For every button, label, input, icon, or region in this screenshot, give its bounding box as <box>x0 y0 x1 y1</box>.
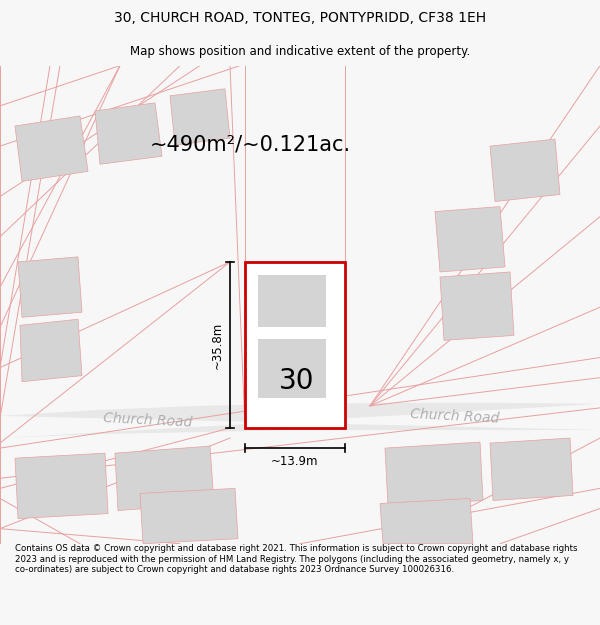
Text: 30, CHURCH ROAD, TONTEG, PONTYPRIDD, CF38 1EH: 30, CHURCH ROAD, TONTEG, PONTYPRIDD, CF3… <box>114 11 486 26</box>
Text: 30: 30 <box>279 368 315 396</box>
Bar <box>258 275 326 328</box>
Polygon shape <box>20 319 82 382</box>
Polygon shape <box>95 103 162 164</box>
Text: ~35.8m: ~35.8m <box>211 321 223 369</box>
Polygon shape <box>18 257 82 318</box>
Polygon shape <box>385 442 483 506</box>
Bar <box>245 262 345 428</box>
Polygon shape <box>115 446 214 511</box>
Text: ~490m²/~0.121ac.: ~490m²/~0.121ac. <box>149 134 350 154</box>
Polygon shape <box>15 116 88 181</box>
Bar <box>258 339 326 398</box>
Polygon shape <box>170 89 230 145</box>
Text: Contains OS data © Crown copyright and database right 2021. This information is : Contains OS data © Crown copyright and d… <box>15 544 577 574</box>
Polygon shape <box>435 206 505 272</box>
Text: Church Road: Church Road <box>103 411 193 429</box>
Text: Church Road: Church Road <box>410 407 500 425</box>
Text: Map shows position and indicative extent of the property.: Map shows position and indicative extent… <box>130 45 470 58</box>
Polygon shape <box>15 453 108 519</box>
Polygon shape <box>0 403 600 438</box>
Polygon shape <box>440 272 514 341</box>
Polygon shape <box>490 139 560 201</box>
Polygon shape <box>380 499 473 544</box>
Polygon shape <box>140 488 238 544</box>
Polygon shape <box>490 438 573 501</box>
Text: ~13.9m: ~13.9m <box>271 455 319 468</box>
